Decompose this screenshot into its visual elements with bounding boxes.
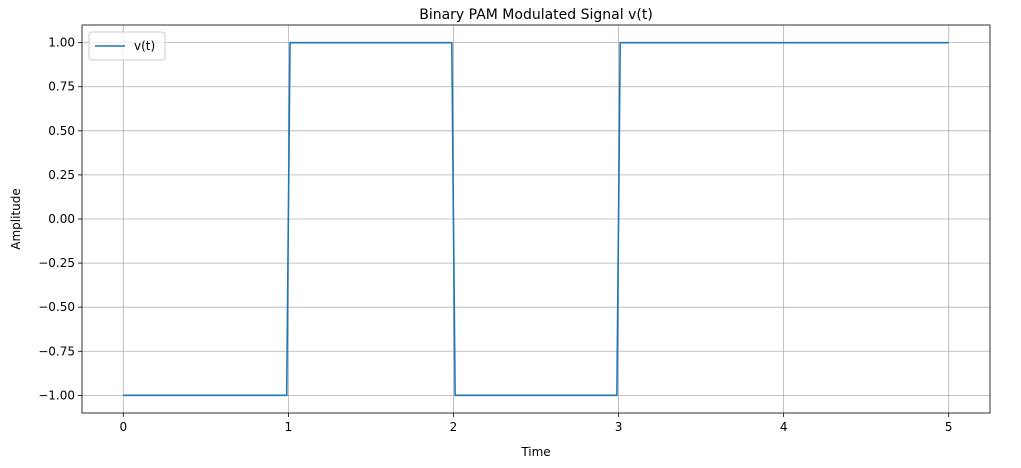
chart-title: Binary PAM Modulated Signal v(t) [419,7,653,23]
y-axis-ticks: 1.00 0.75 0.50 0.25 0.00 −0.25 −0.50 −0.75 −1.00 [38,36,82,402]
x-tick-label: 2 [450,420,458,434]
y-tick-label: 0.75 [48,80,75,94]
y-tick-label: −0.50 [38,300,75,314]
series-line-vt [123,41,949,397]
y-tick-label: 0.00 [48,212,75,226]
y-tick-label: 0.25 [48,168,75,182]
y-tick-label: 1.00 [48,36,75,50]
x-axis-ticks: 0 1 2 3 4 5 [119,413,953,434]
legend: v(t) [88,31,166,61]
x-axis-label: Time [520,445,550,459]
x-tick-label: 4 [780,420,788,434]
y-tick-label: 0.50 [48,124,75,138]
x-tick-label: 3 [615,420,623,434]
y-axis-label: Amplitude [9,188,23,250]
grid [82,25,990,413]
y-tick-label: −0.25 [38,256,75,270]
legend-label-vt: v(t) [134,39,155,53]
series-layer [123,41,949,397]
x-tick-label: 1 [285,420,293,434]
legend-box [88,31,166,61]
y-tick-label: −1.00 [38,388,75,402]
y-tick-label: −0.75 [38,344,75,358]
x-tick-label: 0 [119,420,127,434]
x-tick-label: 5 [945,420,953,434]
